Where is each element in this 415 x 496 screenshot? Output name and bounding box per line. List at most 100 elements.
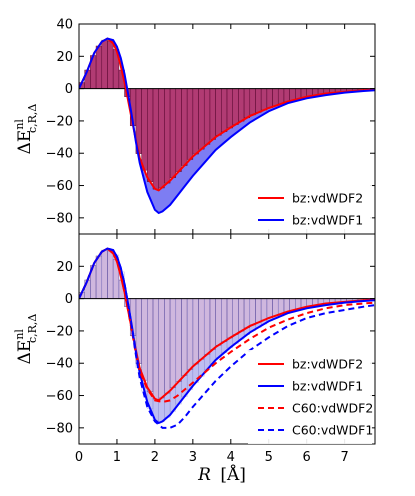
histogram-bar [158, 298, 165, 399]
histogram-bar [175, 88, 182, 172]
histogram-bar [260, 88, 268, 111]
y-axis-label-sub: c,R,Δ [26, 104, 39, 133]
x-axis-label-var: R [197, 465, 211, 485]
legend-label: bz:vdWDF1 [292, 213, 363, 228]
legend-bottom: bz:vdWDF2 bz:vdWDF1 C60:vdWDF2 C60:vdWDF1 [248, 350, 373, 444]
histogram-bar [181, 88, 188, 166]
y-tick-label: −20 [46, 114, 73, 129]
histogram-bar [226, 88, 233, 129]
histogram-bar [192, 88, 199, 155]
y-tick-label: −60 [46, 389, 73, 404]
legend-label: bz:vdWDF1 [292, 379, 363, 394]
histogram-bar [186, 298, 194, 370]
plot-area-bottom [79, 247, 375, 429]
panel-bottom: 200−20−40−60−80ΔEnlc,R,Δbz:vdWDF2bz:vdWD… [13, 233, 376, 445]
histogram-bar [101, 249, 108, 299]
y-tick-label: 20 [56, 260, 73, 275]
histogram-bar [209, 298, 216, 350]
histogram-bar [238, 88, 245, 122]
histogram-bar [203, 88, 211, 145]
histogram-bar [272, 88, 279, 106]
series-line-bz-vdwdf2 [79, 247, 375, 402]
y-tick-label: 0 [65, 82, 73, 97]
histogram-bar [266, 298, 273, 318]
histogram-bar [238, 298, 245, 332]
y-tick-label: 40 [56, 18, 73, 33]
y-tick-label: 0 [65, 292, 73, 307]
y-tick-label: 20 [56, 50, 73, 65]
histogram-bar [277, 298, 285, 315]
legend-label: C60:vdWDF1 [292, 423, 373, 438]
series-line-bz-vdwdf1 [79, 37, 375, 215]
histogram-bar [169, 298, 177, 388]
histogram-bar [158, 88, 165, 189]
x-tick-label: 7 [341, 450, 349, 465]
histogram-bar [277, 88, 285, 105]
histogram-bar [198, 88, 205, 150]
y-tick-label: −60 [46, 179, 73, 194]
histogram-bar [147, 88, 154, 182]
x-tick-label: 2 [151, 450, 159, 465]
x-tick-label: 5 [265, 450, 273, 465]
histogram-bar [243, 88, 251, 119]
histogram-bar [141, 88, 148, 171]
y-axis-label-main: ΔE [15, 130, 35, 155]
histogram-bar [164, 298, 171, 394]
histogram-bar [249, 298, 256, 326]
histogram-bar [283, 298, 290, 313]
histogram-bar [283, 88, 290, 103]
histogram-bar [175, 298, 182, 382]
y-axis-label-top: ΔEnlc,R,Δ [13, 104, 39, 155]
y-tick-label: −40 [46, 357, 73, 372]
histogram-bar [289, 298, 296, 311]
plot-area-top [79, 37, 375, 215]
histogram-bar [203, 298, 211, 355]
plot-frame-bottom [78, 233, 376, 445]
x-tick-label: 4 [227, 450, 235, 465]
histogram-bar [198, 298, 205, 360]
series-line-bz-vdwdf2 [79, 37, 375, 192]
x-axis: 0 1 2 3 4 5 6 7 [75, 450, 349, 465]
y-tick-label: −80 [46, 211, 73, 226]
histogram-bar [152, 298, 159, 400]
y-axis-label-sup: nl [13, 329, 26, 340]
y-tick-label: −40 [46, 147, 73, 162]
histogram-bar [181, 298, 188, 376]
histogram-bar [95, 45, 103, 89]
histogram-bar [232, 88, 239, 125]
histogram-bar [107, 40, 114, 89]
histogram-bar [221, 88, 228, 132]
histogram-bar [169, 88, 177, 178]
y-axis-label-sup: nl [13, 119, 26, 130]
histogram-bar [249, 88, 256, 116]
histogram-bar [192, 298, 199, 365]
panel-top: 40 20 0 −20 −40 −60 −80 ΔEnlc,R,Δ bz:vdWDF2 bz:vd… [13, 18, 376, 235]
histogram-bar [215, 88, 222, 136]
histogram-bar [232, 298, 239, 335]
histogram-bar [255, 298, 262, 323]
y-axis-label-sub: c,R,Δ [26, 314, 39, 343]
y-tick-label: −20 [46, 324, 73, 339]
y-tick-label: −80 [46, 421, 73, 436]
histogram-bar [107, 250, 114, 299]
histogram-bar [152, 88, 159, 190]
x-tick-label: 1 [113, 450, 121, 465]
histogram-bar [215, 298, 222, 346]
histogram-bar [226, 298, 233, 339]
legend-label: C60:vdWDF2 [292, 401, 373, 416]
x-tick-label: 6 [303, 450, 311, 465]
y-axis-label-main: ΔE [15, 340, 35, 365]
histogram-bar [147, 298, 154, 392]
histogram-bar [164, 88, 171, 184]
x-axis-label: R [Å] [197, 464, 246, 485]
histogram-bar [272, 298, 279, 316]
histogram-bar [186, 88, 194, 160]
histogram-bar [221, 298, 228, 342]
histogram-bar [260, 298, 268, 321]
series-line-c60-vdwdf1 [79, 247, 375, 429]
histogram-bar [255, 88, 262, 113]
histogram-bar [289, 88, 296, 101]
histogram-bar [141, 298, 148, 381]
legend-label: bz:vdWDF2 [292, 191, 363, 206]
